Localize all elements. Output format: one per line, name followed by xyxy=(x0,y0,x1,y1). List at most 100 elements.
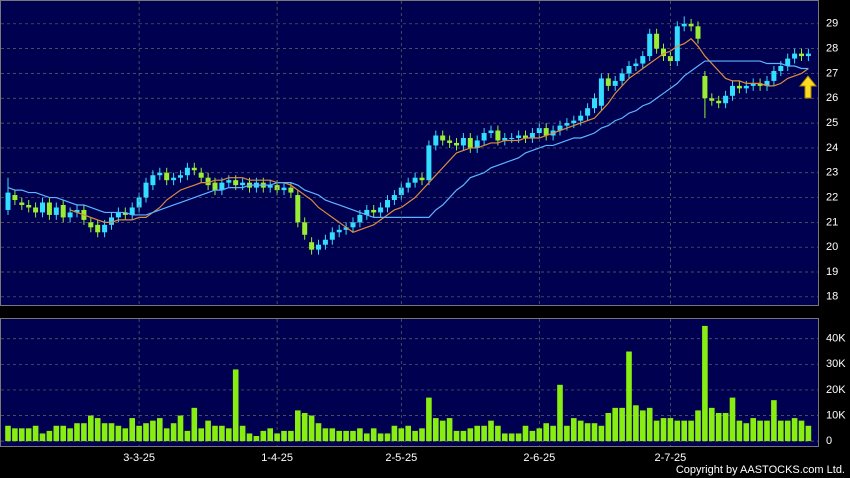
candle-body xyxy=(88,222,94,228)
volume-bar xyxy=(32,425,39,442)
volume-bar xyxy=(446,418,453,442)
candle-body xyxy=(661,48,666,57)
volume-bar xyxy=(743,423,750,442)
volume-bar xyxy=(226,428,232,442)
marks xyxy=(1,1,818,446)
candle-body xyxy=(226,180,232,183)
volume-bar xyxy=(295,410,301,442)
volume-bar xyxy=(784,420,791,442)
volume-bar xyxy=(398,428,405,442)
volume-bar xyxy=(695,410,701,442)
volume-bar xyxy=(771,400,777,442)
volume-bar xyxy=(246,433,253,442)
candle-body xyxy=(171,177,177,181)
candle-body xyxy=(640,56,646,64)
volume-bar xyxy=(129,418,135,442)
candle-body xyxy=(378,207,384,213)
volume-bar xyxy=(143,423,149,442)
volume-bar xyxy=(564,425,570,442)
volume-bar xyxy=(577,420,584,442)
y-tick-label: 22 xyxy=(826,191,838,203)
candle-body xyxy=(74,209,80,213)
candle-body xyxy=(240,182,246,186)
y-tick-label: 30K xyxy=(826,358,846,370)
candle-body xyxy=(619,73,625,81)
candle-body xyxy=(398,187,404,196)
volume-bar xyxy=(205,420,211,442)
candle-body xyxy=(502,137,508,141)
volume-bar xyxy=(481,425,487,442)
candle-body xyxy=(433,135,439,146)
candle-body xyxy=(391,195,397,201)
candle-body xyxy=(543,128,549,136)
volume-bar xyxy=(426,397,432,442)
candle-body xyxy=(805,53,811,57)
volume-bar xyxy=(315,423,322,442)
volume-bar xyxy=(391,425,398,442)
candle-body xyxy=(164,172,170,181)
candle-body xyxy=(281,187,287,191)
volume-bar xyxy=(94,418,101,442)
y-tick-label: 20 xyxy=(826,241,838,253)
y-tick-label: 10K xyxy=(826,409,846,421)
candle-body xyxy=(67,212,73,218)
candle-body xyxy=(419,177,425,181)
candle-body xyxy=(785,58,791,67)
volume-bar xyxy=(357,428,363,442)
volume-bar xyxy=(612,407,618,442)
volume-bar xyxy=(198,428,204,442)
volume-bar xyxy=(508,433,515,442)
candle-body xyxy=(730,85,735,96)
candle-body xyxy=(336,229,342,233)
y-tick-label: 28 xyxy=(826,43,838,55)
volume-bar xyxy=(405,425,411,442)
volume-bar xyxy=(12,428,18,442)
volume-bar xyxy=(232,369,239,442)
volume-bar xyxy=(281,430,287,442)
candle-body xyxy=(267,185,273,188)
volume-bar xyxy=(536,428,543,442)
candle-body xyxy=(322,239,328,245)
y-tick-label: 18 xyxy=(826,291,838,303)
candle-body xyxy=(102,224,108,233)
volume-bar xyxy=(177,415,184,442)
candle-body xyxy=(233,180,239,186)
volume-bar xyxy=(467,428,474,442)
x-tick-label: 3-3-25 xyxy=(123,452,155,464)
volume-bar xyxy=(626,351,632,442)
x-tick-label: 2-5-25 xyxy=(385,452,417,464)
volume-bar xyxy=(212,425,218,442)
volume-bar xyxy=(88,415,94,442)
volume-bar xyxy=(336,430,342,442)
volume-bar xyxy=(557,384,563,442)
volume-bar xyxy=(364,433,370,442)
candle-body xyxy=(412,177,418,183)
candle-body xyxy=(799,53,804,57)
candle-body xyxy=(633,63,639,67)
y-tick-label: 40K xyxy=(826,333,846,345)
candle-body xyxy=(764,80,770,86)
volume-bar xyxy=(805,425,812,442)
volume-bar xyxy=(543,423,549,442)
candle-body xyxy=(60,204,66,218)
candle-body xyxy=(454,142,459,146)
candle-body xyxy=(523,135,528,138)
y-tick-label: 29 xyxy=(826,18,838,30)
volume-bar xyxy=(729,397,736,442)
candle-body xyxy=(12,195,18,201)
volume-bar xyxy=(150,420,156,442)
volume-bar xyxy=(571,418,577,442)
y-tick-label: 24 xyxy=(826,142,838,154)
volume-bar xyxy=(419,428,425,442)
volume-bar xyxy=(488,420,494,442)
volume-bar xyxy=(170,423,177,442)
volume-bar xyxy=(19,428,25,442)
volume-bar xyxy=(502,433,508,442)
volume-bar xyxy=(460,430,467,442)
volume-bar xyxy=(495,425,501,442)
candle-body xyxy=(109,217,114,225)
candle-body xyxy=(481,133,487,141)
volume-bar xyxy=(757,420,763,442)
volume-bar xyxy=(136,425,142,442)
